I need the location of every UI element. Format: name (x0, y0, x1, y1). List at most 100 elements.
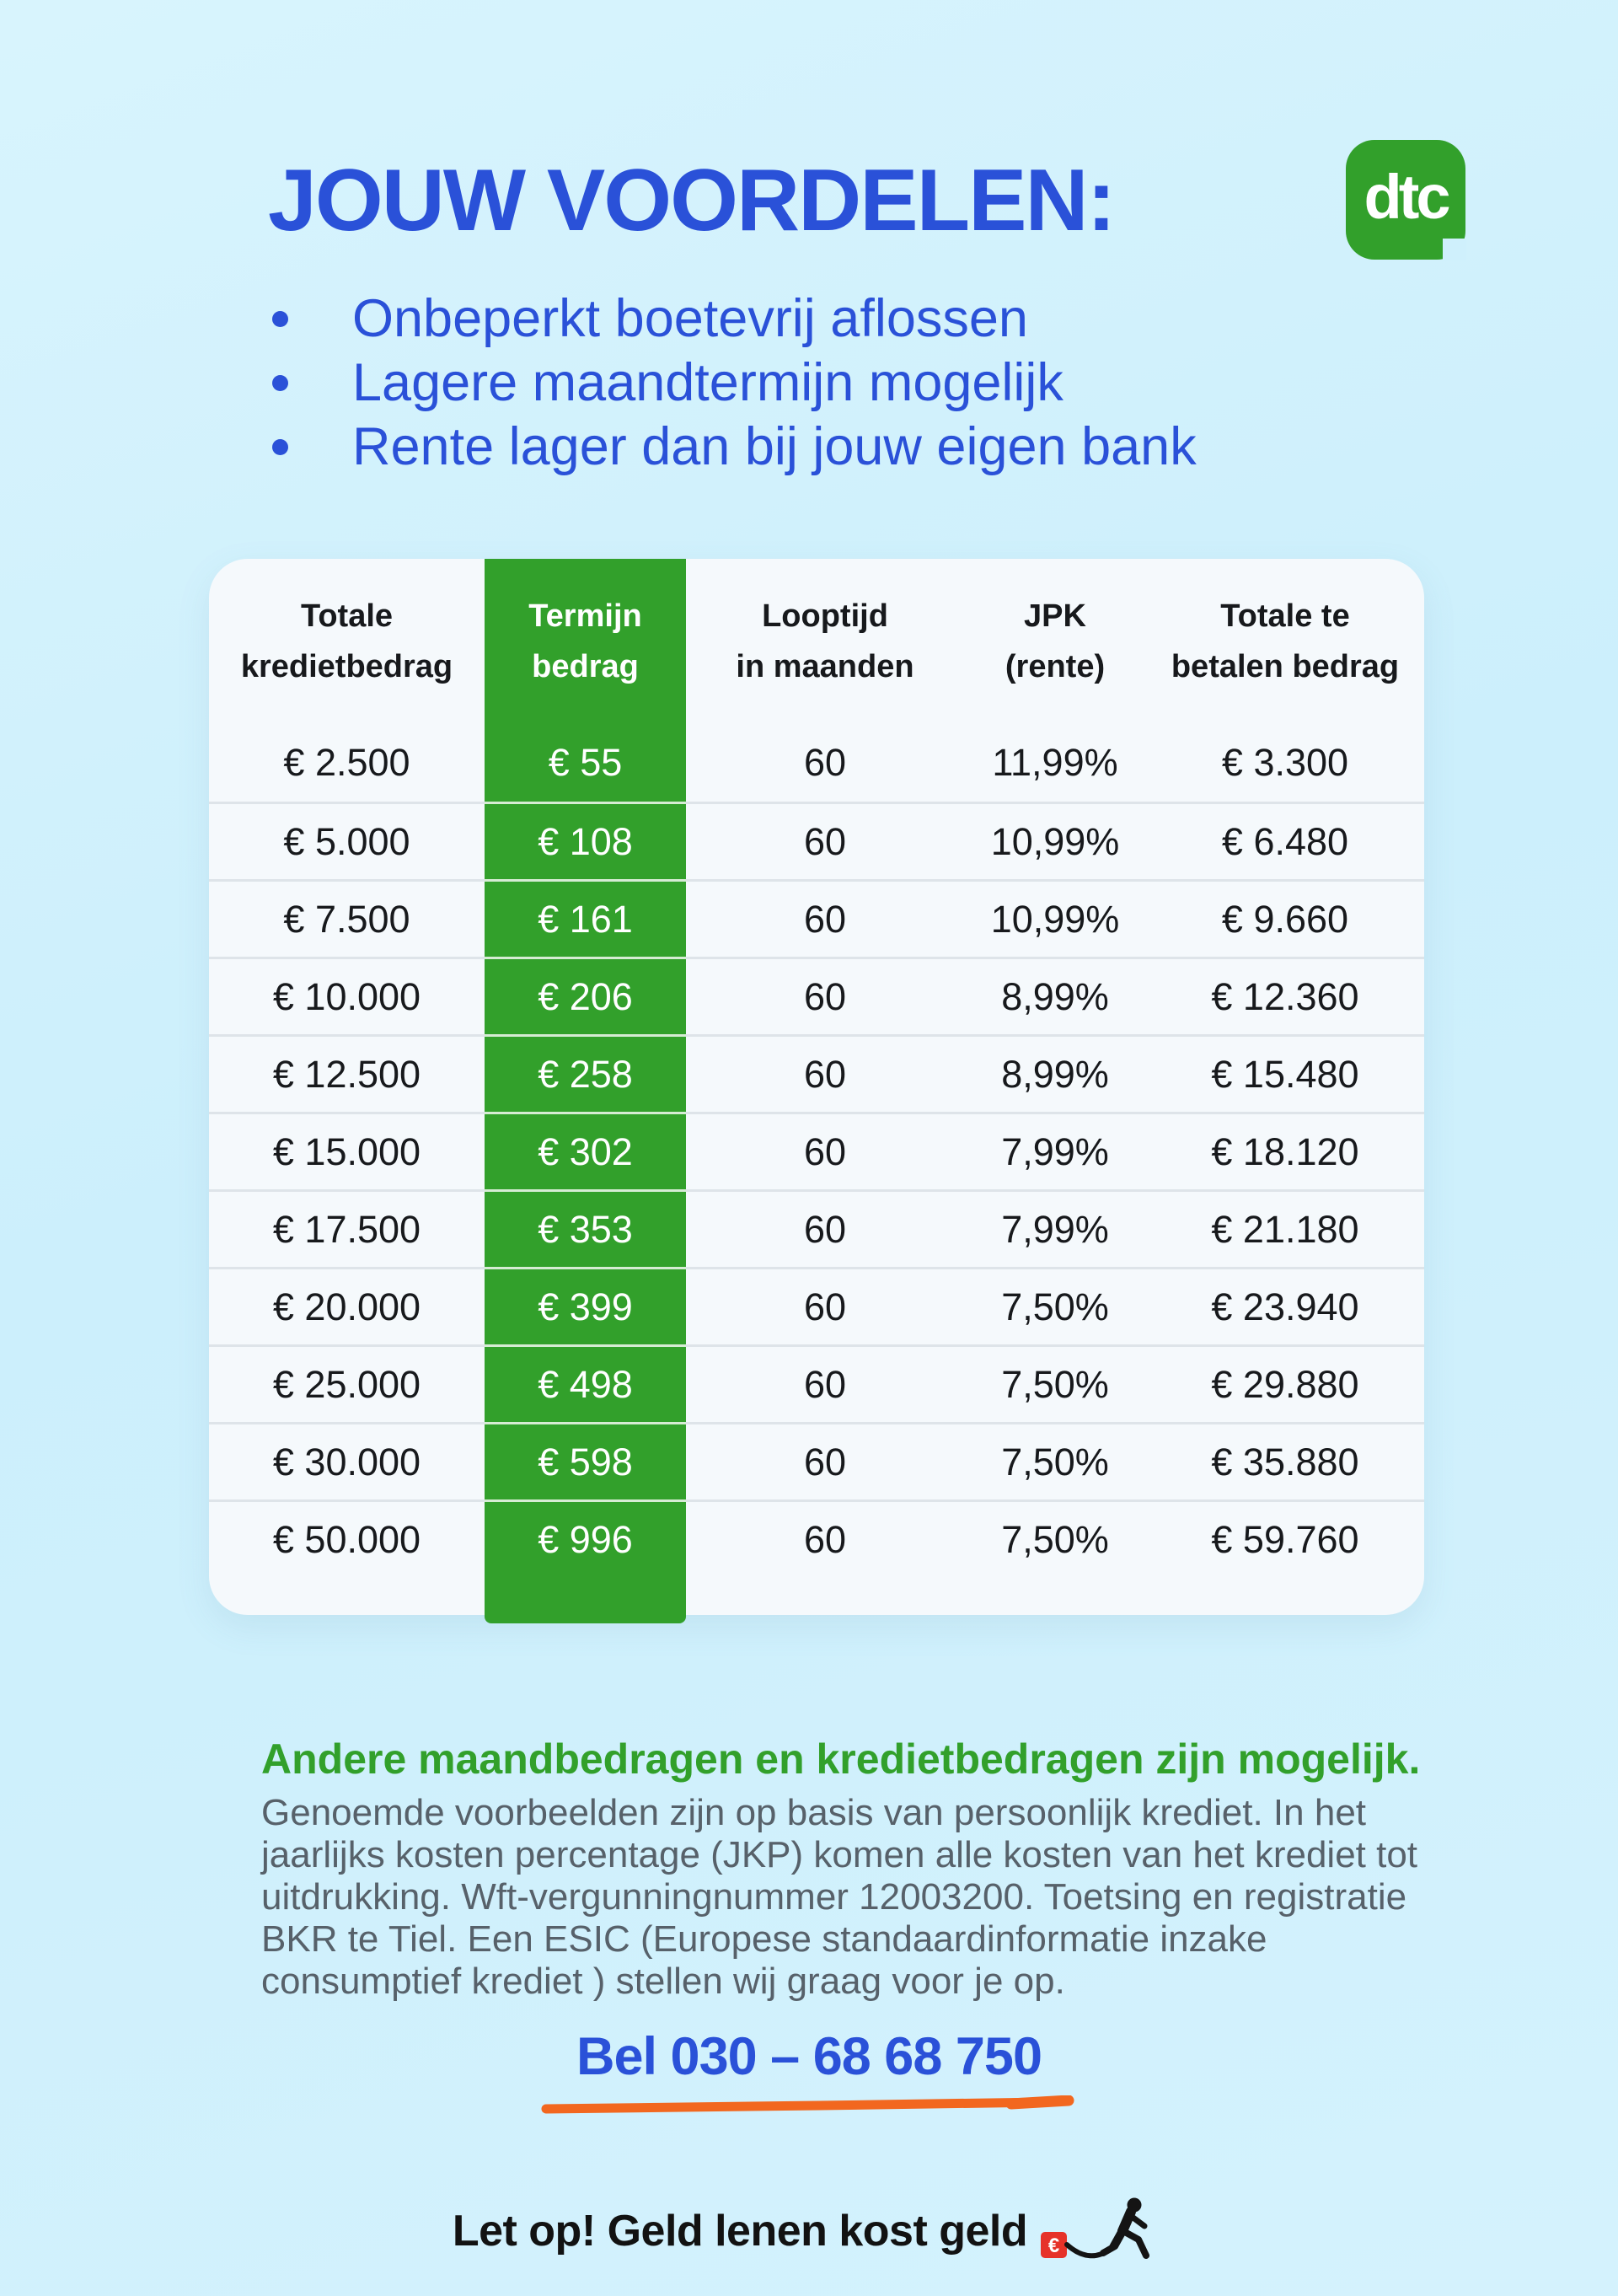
euro-block-icon (1041, 2232, 1068, 2258)
data-cell: 60 (686, 1189, 964, 1267)
note-body: Genoemde voorbeelden zijn op basis van p… (261, 1792, 1417, 2003)
dragging-person-icon (1100, 2197, 1150, 2259)
data-cell: € 30.000 (209, 1422, 485, 1499)
warning-block: Let op! Geld lenen kost geld € (0, 2197, 1618, 2259)
table-body: € 2.500 € 55 60 11,99% € 3.300 € 5.000 € 108 60… (209, 724, 1424, 1577)
column-header-line2: (rente) (1005, 649, 1106, 684)
column-header: Looptijd in maanden (686, 559, 964, 724)
data-cell: 7,50% (964, 1499, 1146, 1577)
termijn-column-highlight (485, 559, 686, 1623)
data-cell: 60 (686, 1267, 964, 1344)
data-cell: 60 (686, 1422, 964, 1499)
column-header: Termijn bedrag (485, 559, 686, 724)
data-cell: € 23.940 (1146, 1267, 1424, 1344)
data-cell: € 50.000 (209, 1499, 485, 1577)
termijn-cell: € 399 (485, 1267, 686, 1344)
benefit-text: Rente lager dan bij jouw eigen bank (352, 417, 1197, 476)
data-cell: € 25.000 (209, 1344, 485, 1422)
dtc-logo: dtc (1346, 140, 1466, 260)
table-row: € 10.000 € 206 60 8,99% € 12.360 (209, 957, 1424, 1034)
benefit-text: Lagere maandtermijn mogelijk (352, 353, 1063, 412)
table-row: € 2.500 € 55 60 11,99% € 3.300 (209, 724, 1424, 802)
data-cell: € 3.300 (1221, 741, 1349, 784)
bullet-dot-icon (272, 310, 288, 327)
note-title: Andere maandbedragen en kredietbedragen … (261, 1735, 1421, 1783)
data-cell: 7,50% (964, 1422, 1146, 1499)
warning-text: Let op! Geld lenen kost geld (452, 2206, 1028, 2256)
table-row: € 12.500 € 258 60 8,99% € 15.480 (209, 1034, 1424, 1112)
termijn-cell: € 353 (485, 1189, 686, 1267)
column-header-line1: Termijn (528, 598, 642, 634)
euro-sign: € (1048, 2234, 1059, 2257)
data-cell: 60 (686, 1344, 964, 1422)
note-line: uitdrukking. Wft-vergunningnummer 120032… (261, 1876, 1407, 1918)
data-cell: € 6.480 (1146, 802, 1424, 879)
data-cell: € 18.120 (1146, 1112, 1424, 1189)
note-line: consumptief krediet ) stellen wij graag … (261, 1961, 1065, 2002)
benefit-item: Lagere maandtermijn mogelijk (268, 351, 1197, 415)
data-cell: € 10.000 (209, 957, 485, 1034)
column-header: Totale kredietbedrag (209, 559, 485, 724)
table-row: € 20.000 € 399 60 7,50% € 23.940 (209, 1267, 1424, 1344)
data-cell: 60 (686, 1034, 964, 1112)
data-cell: € 12.360 (1146, 957, 1424, 1034)
data-cell: 60 (686, 802, 964, 879)
data-cell: € 12.500 (209, 1034, 485, 1112)
benefit-text: Onbeperkt boetevrij aflossen (352, 289, 1028, 348)
table-row: € 50.000 € 996 60 7,50% € 59.760 (209, 1499, 1424, 1577)
data-cell: € 59.760 (1146, 1499, 1424, 1577)
bullet-dot-icon (272, 374, 288, 391)
data-cell: € 15.480 (1146, 1034, 1424, 1112)
phone-number: Bel 030 – 68 68 750 (576, 2027, 1042, 2086)
data-cell: € 15.000 (209, 1112, 485, 1189)
table-header-row: Totale kredietbedrag Termijn bedrag Looptijd… (209, 559, 1424, 724)
column-header-line1: Totale te (1220, 598, 1350, 634)
data-cell: € 7.500 (209, 879, 485, 957)
data-cell: € 20.000 (209, 1267, 485, 1344)
column-header: JPK (rente) (964, 559, 1146, 724)
data-cell: 60 (686, 879, 964, 957)
data-cell: 7,99% (964, 1189, 1146, 1267)
data-cell: 60 (686, 1112, 964, 1189)
data-cell: 7,50% (964, 1267, 1146, 1344)
geld-lenen-kost-geld-icon: € (1041, 2197, 1150, 2259)
column-header: Totale te betalen bedrag (1146, 559, 1424, 724)
termijn-cell: € 258 (485, 1034, 686, 1112)
table-row: € 30.000 € 598 60 7,50% € 35.880 (209, 1422, 1424, 1499)
column-header-line1: Totale (300, 598, 394, 634)
data-cell: 11,99% (992, 741, 1118, 784)
benefit-item: Rente lager dan bij jouw eigen bank (268, 415, 1197, 479)
column-header-line1: JPK (1024, 598, 1086, 634)
data-cell: 60 (803, 741, 847, 784)
column-header-line2: bedrag (532, 649, 639, 684)
termijn-cell: € 161 (485, 879, 686, 957)
termijn-cell: € 206 (485, 957, 686, 1034)
column-header-line2: kredietbedrag (240, 649, 453, 684)
termijn-cell: € 302 (485, 1112, 686, 1189)
note-line: Genoemde voorbeelden zijn op basis van p… (261, 1792, 1367, 1833)
column-header-line2: betalen bedrag (1171, 649, 1400, 684)
column-header-line1: Looptijd (762, 598, 888, 634)
bullet-dot-icon (272, 438, 288, 455)
data-cell: 10,99% (964, 802, 1146, 879)
data-cell: 8,99% (964, 1034, 1146, 1112)
phone-block: Bel 030 – 68 68 750 (0, 2026, 1618, 2116)
note-line: jaarlijks kosten percentage (JKP) komen … (261, 1834, 1418, 1875)
table-row: € 7.500 € 161 60 10,99% € 9.660 (209, 879, 1424, 957)
page-title: JOUW VOORDELEN: (268, 152, 1116, 249)
column-header-line2: in maanden (736, 649, 914, 684)
data-cell: € 29.880 (1146, 1344, 1424, 1422)
table-row: € 17.500 € 353 60 7,99% € 21.180 (209, 1189, 1424, 1267)
data-cell: 60 (686, 957, 964, 1034)
benefit-item: Onbeperkt boetevrij aflossen (268, 287, 1197, 351)
table-row: € 5.000 € 108 60 10,99% € 6.480 (209, 802, 1424, 879)
data-cell: € 5.000 (209, 802, 485, 879)
table-row: € 25.000 € 498 60 7,50% € 29.880 (209, 1344, 1424, 1422)
data-cell: € 17.500 (209, 1189, 485, 1267)
termijn-cell: € 55 (548, 741, 623, 784)
table-row: € 15.000 € 302 60 7,99% € 18.120 (209, 1112, 1424, 1189)
termijn-cell: € 498 (485, 1344, 686, 1422)
rates-table-card: Totale kredietbedrag Termijn bedrag Looptijd… (209, 559, 1424, 1623)
data-cell: € 35.880 (1146, 1422, 1424, 1499)
